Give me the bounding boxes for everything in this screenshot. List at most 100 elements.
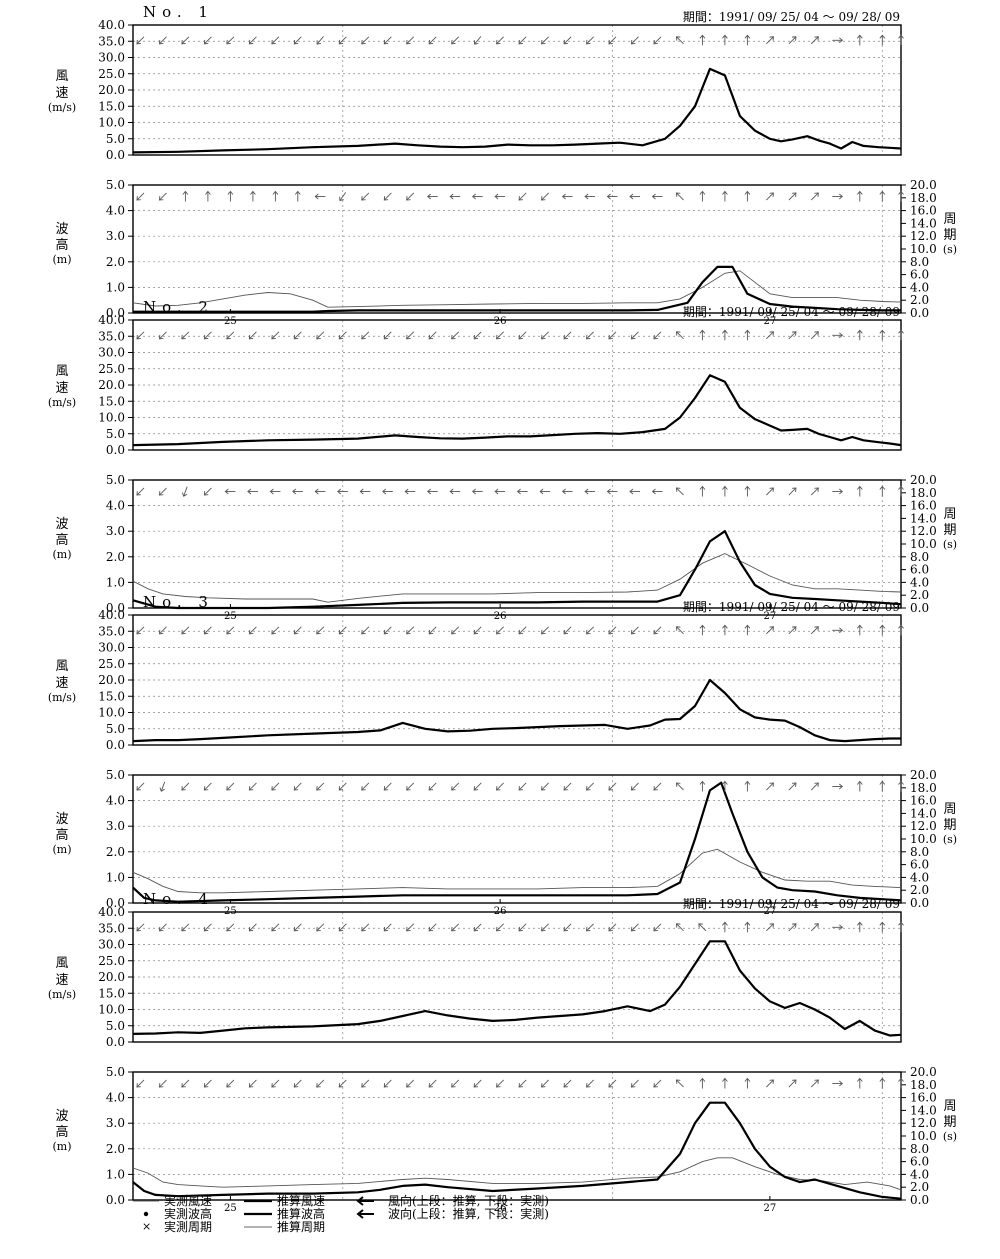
arrow-head [722,1077,728,1082]
calc-period-line [132,270,902,308]
wave-direction-arrow [699,1077,706,1089]
arrow-head [744,624,751,629]
wind-tick-label: 5.0 [106,1019,125,1033]
arrow-head [539,488,544,495]
wind-direction-arrow [361,331,370,340]
arrow-head [629,488,634,495]
arrow-head [839,1080,844,1087]
wind-direction-arrow [810,923,819,932]
arrow-shaft [293,1079,302,1088]
arrow-shaft [653,36,662,45]
arrow-head [518,196,523,201]
wave-direction-arrow [606,488,618,495]
wave-direction-arrow [494,193,506,200]
arrow-head [203,334,209,340]
arrow-head [879,329,886,334]
arrow-shaft [653,626,662,635]
arrow-shaft [249,782,257,791]
arrow-shaft [338,626,347,635]
arrow-head [494,488,499,495]
period-axis-unit: (s) [943,1130,957,1143]
legend-obs-wind: 実測風速 [164,1193,212,1208]
wave-direction-arrow [136,487,145,496]
arrow-shaft [586,36,594,45]
arrow-head [563,926,568,932]
arrow-shaft [361,626,370,635]
wave-direction-arrow [136,192,145,201]
wind-axis-label: 速 [55,381,68,396]
wave-axis-label: 高 [55,827,68,843]
arrow-head [606,488,611,495]
arrow-head [651,193,656,200]
arrow-shaft [204,626,212,635]
arrow-head [608,1083,613,1088]
wind-tick-label: 25.0 [98,657,125,671]
arrow-shaft [586,626,594,635]
legend-calc-wind: 推算風速 [277,1193,325,1208]
calc-wave-line [133,265,901,313]
arrow-head [769,626,774,631]
wind-direction-arrow [158,923,167,932]
wind-direction-arrow [181,36,190,45]
wave-direction-arrow [248,782,257,791]
calc-wave-line [132,530,902,610]
arrow-shaft [451,626,460,635]
arrow-head [316,629,321,635]
arrow-head [744,329,751,334]
arrow-head [451,334,456,340]
arrow-head [451,786,456,791]
wind-direction-arrow [428,331,437,340]
wind-direction-arrow [406,923,415,932]
wind-direction-arrow [226,626,235,635]
arrow-shaft [631,782,639,791]
arrow-head [653,39,658,45]
wind-direction-arrow [338,331,347,340]
wind-direction-arrow [203,331,212,340]
wave-direction-arrow [653,1079,662,1088]
arrow-head [839,627,844,634]
wind-direction-arrow [630,36,639,45]
arrow-head [337,488,342,495]
period-tick-label: 8.0 [910,1142,929,1156]
wind-direction-arrow [856,624,863,636]
arrow-shaft [136,36,145,45]
wave-direction-arrow [293,1079,302,1088]
wind-direction-arrow [856,329,863,341]
arrow-head [879,921,886,926]
period-tick-label: 18.0 [910,486,937,500]
arrow-shaft [766,782,774,791]
wind-direction-arrow [136,626,145,635]
arrow-head [561,488,566,495]
wind-direction-arrow [271,36,280,45]
arrow-head [561,193,566,200]
wind-tick-label: 20.0 [98,673,125,687]
period-tick-label: 4.0 [910,1167,929,1181]
wave-direction-arrow [651,488,663,495]
arrow-shaft [653,782,662,791]
arrow-head [203,629,209,635]
wind-direction-arrow [226,331,235,340]
arrow-shaft [293,626,302,635]
wave-panel: 0.01.02.03.04.05.00.02.04.06.08.010.012.… [52,768,957,917]
arrow-head [586,629,591,635]
arrow-head [406,926,411,932]
station-label: No. 4 [143,890,214,908]
wind-direction-arrow [675,923,684,932]
arrow-head [203,786,209,791]
wind-direction-arrow [361,923,370,932]
period-tick-label: 2.0 [910,1180,929,1194]
arrow-head [359,488,364,495]
wind-direction-arrow [879,921,886,933]
arrow-head [451,926,456,932]
arrow-head [792,923,797,928]
arrow-head [471,193,476,200]
arrow-shaft [653,923,662,932]
wind-frame [132,319,902,451]
day-tick-label: 26 [494,316,507,327]
station-label: No. 1 [143,3,214,21]
arrow-head [473,1083,479,1088]
arrow-head [839,37,844,44]
day-tick-label: 25 [224,1203,237,1214]
wave-tick-label: 2.0 [106,845,125,859]
arrow-shaft [271,782,280,791]
